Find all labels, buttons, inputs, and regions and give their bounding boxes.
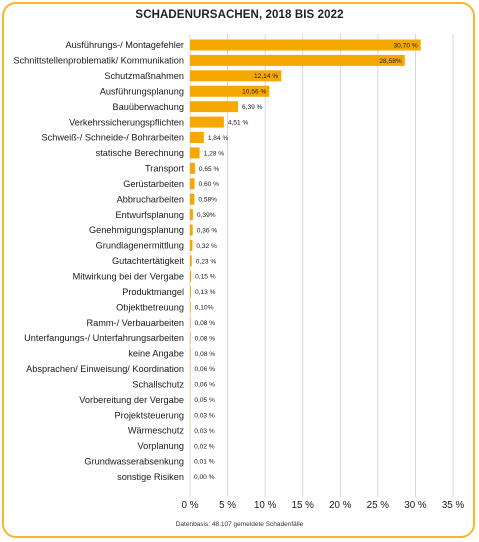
data-label: 4,51 %	[228, 120, 249, 127]
category-label: Ausführungs-/ Montagefehler	[66, 40, 185, 50]
data-label: 1,84 %	[208, 135, 229, 142]
bar	[190, 209, 193, 221]
bar	[190, 347, 191, 359]
data-label: 28,58%	[379, 58, 402, 65]
x-tick-label: 30 %	[404, 500, 427, 511]
x-tick-label: 0 %	[182, 500, 199, 511]
x-tick-label: 25 %	[367, 500, 390, 511]
data-label: 0,06 %	[194, 382, 215, 389]
bar	[190, 332, 191, 344]
data-label: 0,03 %	[194, 412, 215, 419]
category-label: Ramm-/ Verbauarbeiten	[86, 318, 184, 328]
category-label: Entwurfsplanung	[116, 210, 184, 220]
bar	[190, 255, 192, 267]
bar	[190, 147, 200, 159]
x-tick-label: 20 %	[329, 500, 352, 511]
bar	[190, 239, 193, 251]
category-label: Schnittstellenproblematik/ Kommunikation	[13, 56, 184, 66]
data-label: 0,23 %	[196, 258, 217, 265]
category-label: Bauüberwachung	[112, 102, 184, 112]
category-label: Abbrucharbeiten	[117, 194, 184, 204]
category-label: Produktmangel	[122, 287, 184, 297]
data-label: 0,32 %	[196, 243, 217, 250]
data-label: 0,10%	[195, 305, 214, 312]
bar	[190, 70, 282, 82]
data-label: 0,36 %	[197, 227, 218, 234]
category-label: Unterfangungs-/ Unterfahrungsarbeiten	[24, 333, 184, 343]
data-label: 0,60 %	[199, 181, 220, 188]
category-label: Schutzmaßnahmen	[104, 71, 184, 81]
category-label: sonstige Risiken	[117, 472, 184, 482]
data-label: 30,70 %	[393, 42, 417, 49]
category-label: Schweiß-/ Schneide-/ Bohrarbeiten	[42, 133, 184, 143]
bar	[190, 270, 192, 282]
bar	[190, 85, 270, 97]
bar	[190, 286, 191, 298]
category-label: Ausführungsplanung	[100, 86, 184, 96]
category-label: Mitwirkung bei der Vergabe	[73, 272, 184, 282]
category-label: Transport	[145, 164, 184, 174]
data-label: 0,08 %	[195, 335, 216, 342]
data-label: 0,01 %	[194, 459, 215, 466]
category-label: Projektsteuerung	[115, 410, 184, 420]
category-label: Objektbetreuung	[116, 302, 184, 312]
category-label: Wärmeschutz	[128, 426, 185, 436]
category-label: Vorbereitung der Vergabe	[79, 395, 184, 405]
data-label: 0,02 %	[194, 443, 215, 450]
category-label: Schallschutz	[132, 379, 184, 389]
bar	[190, 317, 191, 329]
bar	[190, 39, 421, 51]
bar	[190, 224, 193, 236]
data-label: 10,56 %	[242, 89, 266, 96]
category-label: Absprachen/ Einweisung/ Koordination	[26, 364, 184, 374]
category-label: Gutachtertätigkeit	[112, 256, 184, 266]
category-label: Grundlagenermittlung	[96, 241, 184, 251]
bar	[190, 116, 224, 128]
bar	[190, 101, 239, 113]
category-label: Grundwasserabsenkung	[84, 457, 184, 467]
chart-title: SCHADENURSACHEN, 2018 BIS 2022	[135, 9, 344, 21]
data-label: 0,00 %	[194, 474, 215, 481]
x-tick-label: 15 %	[292, 500, 315, 511]
bar	[190, 301, 191, 313]
data-label: 0,39%	[197, 212, 216, 219]
bar	[190, 162, 195, 174]
category-label: Genehmigungsplanung	[89, 225, 184, 235]
data-label: 0,13 %	[195, 289, 216, 296]
category-label: Vorplanung	[138, 441, 185, 451]
data-label: 12,14 %	[254, 73, 278, 80]
x-tick-label: 10 %	[254, 500, 277, 511]
footnote: Datenbasis: 48.107 gemeldete Schadenfäll…	[175, 521, 304, 528]
bar	[190, 193, 195, 205]
bar	[190, 54, 405, 66]
data-label: 0,08 %	[195, 320, 216, 327]
data-label: 0,58%	[198, 197, 217, 204]
category-label: Verkehrssicherungspflichten	[69, 117, 184, 127]
category-label: Gerüstarbeiten	[123, 179, 184, 189]
data-label: 1,28 %	[204, 150, 225, 157]
bar	[190, 132, 204, 144]
data-label: 0,65 %	[199, 166, 220, 173]
data-label: 0,08 %	[195, 351, 216, 358]
x-tick-label: 5 %	[219, 500, 236, 511]
data-label: 0,05 %	[194, 397, 215, 404]
data-label: 0,03 %	[194, 428, 215, 435]
x-tick-label: 35 %	[442, 500, 465, 511]
category-label: statische Berechnung	[96, 148, 184, 158]
data-label: 0,15 %	[195, 274, 216, 281]
bar	[190, 178, 195, 190]
category-label: keine Angabe	[128, 349, 184, 359]
data-label: 0,06 %	[194, 366, 215, 373]
data-label: 6,39 %	[242, 104, 263, 111]
